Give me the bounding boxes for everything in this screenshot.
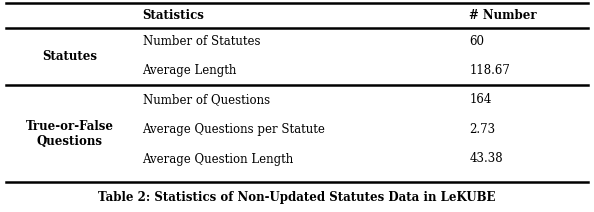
Text: 164: 164	[469, 93, 492, 106]
Text: Average Question Length: Average Question Length	[143, 152, 294, 166]
Text: 2.73: 2.73	[469, 123, 495, 136]
Text: Average Length: Average Length	[143, 64, 237, 77]
Text: Number of Questions: Number of Questions	[143, 93, 270, 106]
Text: # Number: # Number	[469, 9, 537, 22]
Text: Statutes: Statutes	[42, 50, 97, 63]
Text: Statistics: Statistics	[143, 9, 204, 22]
Text: Table 2: Statistics of Non-Updated Statutes Data in LeKUBE: Table 2: Statistics of Non-Updated Statu…	[98, 191, 496, 204]
Text: Average Questions per Statute: Average Questions per Statute	[143, 123, 326, 136]
Text: 60: 60	[469, 35, 484, 48]
Text: True-or-False
Questions: True-or-False Questions	[26, 120, 114, 148]
Text: 118.67: 118.67	[469, 64, 510, 77]
Text: 43.38: 43.38	[469, 152, 503, 166]
Text: Number of Statutes: Number of Statutes	[143, 35, 260, 48]
